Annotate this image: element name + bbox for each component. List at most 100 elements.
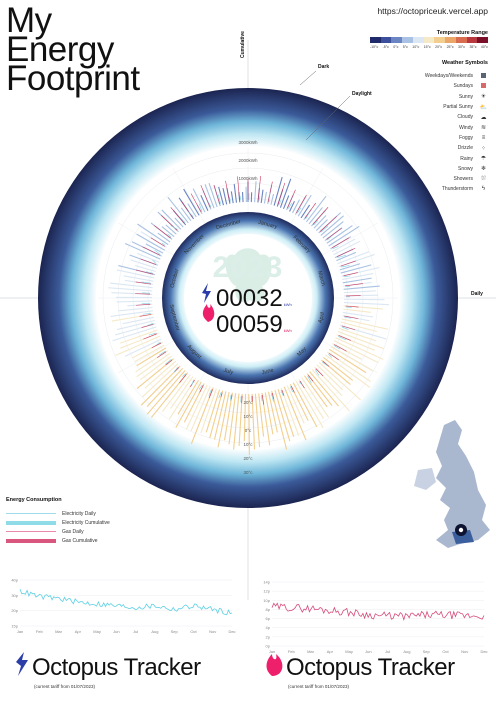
gas-daily-mark xyxy=(143,333,157,340)
gas-daily-mark xyxy=(344,315,359,319)
electricity-daily-mark xyxy=(343,275,351,278)
legend-swatch xyxy=(6,513,56,514)
mini-x-tick: Nov xyxy=(209,629,216,634)
daily-temperature-bar xyxy=(337,331,385,350)
daily-temperature-bar xyxy=(208,182,218,208)
temperature-swatch xyxy=(445,37,456,43)
page-title: My Energy Footprint xyxy=(6,3,140,96)
flame-icon xyxy=(202,304,215,322)
cumulative-ring-label: 2000kWh xyxy=(238,158,258,163)
weather-legend-list: Weekdays/Weekends Sundays Sunny ☀ Partial Su… xyxy=(378,71,488,195)
electricity-daily-mark xyxy=(142,313,152,315)
daily-temperature-bar xyxy=(161,226,175,238)
daily-temperature-bar xyxy=(145,243,164,254)
electricity-daily-mark xyxy=(179,216,186,223)
daily-ring-label: 20°c xyxy=(243,400,253,405)
gas-daily-mark xyxy=(180,200,193,218)
daily-temperature-bar xyxy=(342,272,374,281)
energy-legend-label: Gas Daily xyxy=(62,528,84,535)
electricity-daily-mark xyxy=(290,386,293,393)
energy-legend-row: Electricity Daily xyxy=(6,509,176,518)
gas-daily-mark xyxy=(136,304,151,306)
daylight-callout-line xyxy=(305,95,351,141)
daily-temperature-bar xyxy=(118,306,153,312)
daily-temperature-bar xyxy=(333,340,379,364)
weather-legend-row: Windy ≋ xyxy=(378,122,488,132)
daily-temperature-bar xyxy=(267,391,278,433)
mini-y-tick: 30p xyxy=(11,593,18,598)
daily-temperature-bar xyxy=(180,207,192,222)
daily-temperature-bar xyxy=(241,192,244,203)
daily-bars xyxy=(108,175,390,456)
daily-temperature-bar xyxy=(230,191,234,204)
cumulative-label: Cumulative xyxy=(240,31,246,58)
daily-temperature-bar xyxy=(343,301,390,306)
daily-temperature-bar xyxy=(218,186,225,206)
temperature-swatch xyxy=(380,37,392,43)
mini-x-tick: Feb xyxy=(36,629,44,634)
weather-symbol-icon: ☀ xyxy=(480,94,487,101)
weather-legend-row: Sunny ☀ xyxy=(378,92,488,102)
electricity-daily-mark xyxy=(167,233,172,238)
mini-y-tick: 12p xyxy=(263,589,270,594)
gas-daily-mark xyxy=(281,389,285,396)
electricity-daily-mark xyxy=(198,203,203,212)
weather-legend-row: Snowy ❄ xyxy=(378,164,488,174)
weather-symbol-icon: ϟ xyxy=(481,186,486,193)
electricity-unit: kWh xyxy=(283,302,292,307)
mini-x-tick: Mar xyxy=(307,649,315,654)
energy-legend-label: Electricity Daily xyxy=(62,510,96,517)
daily-temperature-bar xyxy=(279,178,292,208)
mini-x-tick: Feb xyxy=(288,649,296,654)
footer-flame-icon xyxy=(266,654,283,676)
daily-temperature-bar xyxy=(200,195,209,211)
daily-temperature-bar xyxy=(297,194,312,217)
daily-temperature-bar xyxy=(274,389,291,442)
daily-temperature-bar xyxy=(343,308,371,313)
daily-temperature-bar xyxy=(316,364,344,391)
electricity-total: 00032kWh xyxy=(216,285,292,313)
temperature-tick: -5°c xyxy=(382,45,389,49)
daily-temperature-bar xyxy=(286,385,305,424)
daily-temperature-bar xyxy=(311,369,350,412)
daily-temperature-bar xyxy=(336,251,357,262)
temperature-tick: 15°c xyxy=(423,45,431,49)
temperature-color-scale xyxy=(370,37,489,43)
weather-legend-label: Weekdays/Weekends xyxy=(424,73,473,80)
electricity-daily-mark xyxy=(198,384,203,390)
cumulative-ring-label: 1000kWh xyxy=(238,176,258,181)
daily-ring-label: 10°c xyxy=(243,414,253,419)
weather-legend-row: Sundays xyxy=(378,81,488,91)
daily-temperature-bar xyxy=(136,347,167,367)
great-britain-shape xyxy=(436,420,490,548)
temperature-legend-title: Temperature Range xyxy=(436,30,488,36)
gas-daily-mark xyxy=(334,344,347,352)
gas-daily-mark xyxy=(141,323,154,328)
gas-daily-mark xyxy=(257,175,261,201)
daily-temperature-bar xyxy=(116,300,153,303)
daily-temperature-bar xyxy=(141,363,179,398)
daily-temperature-bar xyxy=(116,269,155,279)
daily-temperature-bar xyxy=(146,370,186,415)
daily-temperature-bar xyxy=(335,337,384,360)
energy-legend-row: Gas Cumulative xyxy=(6,536,176,545)
gas-daily-mark xyxy=(322,361,330,367)
daily-temperature-bar xyxy=(134,344,165,363)
month-label: January xyxy=(257,220,278,231)
gas-daily-mark xyxy=(135,293,151,295)
electricity-daily-mark xyxy=(217,194,221,204)
daily-temperature-bar xyxy=(134,265,156,273)
weather-legend-row: Drizzle ⁘ xyxy=(378,143,488,153)
mini-y-tick: 8p xyxy=(266,607,271,612)
daily-temperature-bar xyxy=(175,381,202,429)
weather-legend-row: Thunderstorm ϟ xyxy=(378,184,488,194)
electricity-daily-mark xyxy=(268,192,271,203)
gas-daily-mark xyxy=(340,260,356,267)
site-url-link[interactable]: https://octopriceuk.vercel.app xyxy=(377,6,488,16)
mini-x-tick: Aug xyxy=(403,649,410,654)
daily-temperature-bar xyxy=(331,238,356,253)
daily-temperature-bar xyxy=(320,215,344,236)
electricity-daily-mark xyxy=(332,246,339,249)
weather-legend-row: Rainy ☂ xyxy=(378,153,488,163)
daily-temperature-bar xyxy=(270,193,275,205)
